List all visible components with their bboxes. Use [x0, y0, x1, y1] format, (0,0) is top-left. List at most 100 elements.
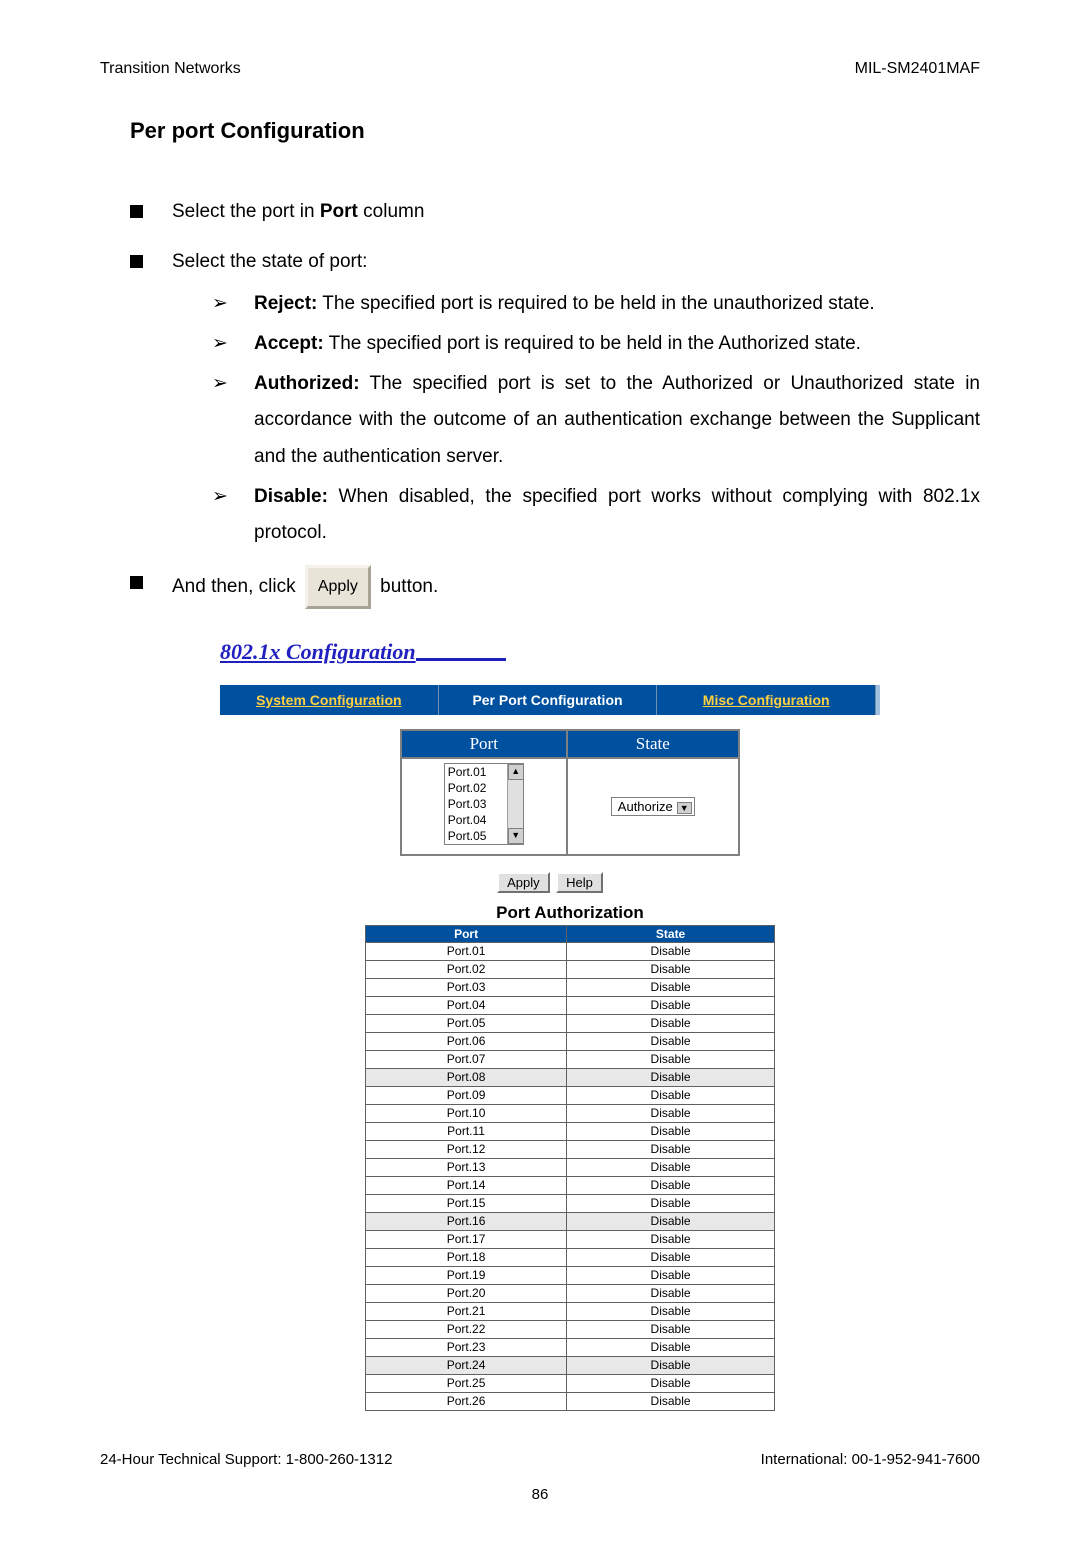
config-heading: 802.1x Configuration [220, 639, 416, 667]
port-cell: Port.14 [366, 1177, 567, 1195]
sub-accept: Accept: The specified port is required t… [212, 326, 980, 362]
text: The specified port is required to be hel… [317, 293, 874, 314]
footer-left: 24-Hour Technical Support: 1-800-260-131… [100, 1451, 392, 1468]
table-row: Port.15Disable [366, 1195, 775, 1213]
header-right: MIL-SM2401MAF [855, 60, 980, 78]
port-cell: Port.06 [366, 1033, 567, 1051]
state-cell: Disable [567, 1339, 775, 1357]
apply-button[interactable]: Apply [497, 872, 550, 893]
port-cell: Port.13 [366, 1159, 567, 1177]
bullet-select-port: Select the port in Port column [130, 194, 980, 230]
table-row: Port.03Disable [366, 979, 775, 997]
port-cell: Port.03 [366, 979, 567, 997]
text: And then, click [172, 576, 301, 597]
state-cell: Disable [567, 1393, 775, 1411]
table-row: Port.17Disable [366, 1231, 775, 1249]
port-cell: Port.08 [366, 1069, 567, 1087]
help-button[interactable]: Help [556, 872, 603, 893]
state-cell: Disable [567, 1213, 775, 1231]
port-state-table: Port State Port.01Port.02Port.03Port.04P… [400, 729, 740, 856]
port-cell: Port.22 [366, 1321, 567, 1339]
state-cell: Disable [567, 1051, 775, 1069]
tab-bar: System Configuration Per Port Configurat… [220, 685, 880, 715]
section-title: Per port Configuration [130, 118, 980, 144]
label: Authorized: [254, 373, 360, 394]
table-row: Port.12Disable [366, 1141, 775, 1159]
state-cell: Disable [567, 961, 775, 979]
state-header: State [567, 730, 739, 758]
chevron-down-icon[interactable]: ▼ [677, 802, 692, 814]
sub-authorized: Authorized: The specified port is set to… [212, 366, 980, 474]
state-cell: Disable [567, 1321, 775, 1339]
state-cell: Disable [567, 1033, 775, 1051]
table-row: Port.09Disable [366, 1087, 775, 1105]
page-number: 86 [100, 1486, 980, 1503]
table-row: Port.02Disable [366, 961, 775, 979]
port-cell: Port.23 [366, 1339, 567, 1357]
state-cell: Disable [567, 1231, 775, 1249]
tab-system-config[interactable]: System Configuration [220, 685, 439, 715]
port-authorization-title: Port Authorization [365, 903, 775, 923]
state-cell: Disable [567, 1375, 775, 1393]
state-cell: Disable [567, 1285, 775, 1303]
table-row: Port.04Disable [366, 997, 775, 1015]
label: Accept: [254, 333, 324, 354]
table-row: Port.11Disable [366, 1123, 775, 1141]
table-row: Port.08Disable [366, 1069, 775, 1087]
port-cell: Port.11 [366, 1123, 567, 1141]
state-cell: Disable [567, 1177, 775, 1195]
tab-misc-config[interactable]: Misc Configuration [657, 685, 876, 715]
state-cell: Disable [567, 1141, 775, 1159]
auth-state-header: State [567, 926, 775, 943]
state-select[interactable]: Authorize▼ [611, 797, 695, 816]
port-cell: Port.15 [366, 1195, 567, 1213]
state-cell: Disable [567, 1105, 775, 1123]
state-cell: Disable [567, 1267, 775, 1285]
text: The specified port is set to the Authori… [254, 373, 980, 466]
state-cell: Disable [567, 979, 775, 997]
text: When disabled, the specified port works … [254, 486, 980, 543]
tab-per-port-config[interactable]: Per Port Configuration [439, 685, 658, 715]
scrollbar[interactable]: ▲ ▼ [507, 764, 523, 844]
table-row: Port.10Disable [366, 1105, 775, 1123]
text-bold: Port [320, 201, 358, 222]
table-row: Port.01Disable [366, 943, 775, 961]
port-cell: Port.12 [366, 1141, 567, 1159]
table-row: Port.16Disable [366, 1213, 775, 1231]
sub-reject: Reject: The specified port is required t… [212, 286, 980, 322]
port-cell: Port.19 [366, 1267, 567, 1285]
text: Select the state of port: [172, 251, 367, 272]
scroll-up-icon[interactable]: ▲ [508, 764, 524, 780]
label: Reject: [254, 293, 317, 314]
sub-bullet-list: Reject: The specified port is required t… [212, 286, 980, 551]
state-cell: Disable [567, 1069, 775, 1087]
table-row: Port.06Disable [366, 1033, 775, 1051]
state-cell: Disable [567, 1195, 775, 1213]
state-cell: Disable [567, 1015, 775, 1033]
table-row: Port.23Disable [366, 1339, 775, 1357]
page-footer: 24-Hour Technical Support: 1-800-260-131… [100, 1451, 980, 1468]
label: Disable: [254, 486, 328, 507]
port-cell: Port.24 [366, 1357, 567, 1375]
table-row: Port.24Disable [366, 1357, 775, 1375]
port-header: Port [401, 730, 567, 758]
state-cell: Disable [567, 1303, 775, 1321]
port-cell: Port.09 [366, 1087, 567, 1105]
port-cell: Port.07 [366, 1051, 567, 1069]
table-row: Port.14Disable [366, 1177, 775, 1195]
state-cell: Disable [567, 997, 775, 1015]
table-row: Port.26Disable [366, 1393, 775, 1411]
text: column [358, 201, 425, 222]
table-row: Port.20Disable [366, 1285, 775, 1303]
header-left: Transition Networks [100, 60, 241, 78]
bullet-list: Select the port in Port column Select th… [130, 194, 980, 609]
port-cell: Port.01 [366, 943, 567, 961]
apply-button-inline[interactable]: Apply [305, 565, 371, 609]
state-cell: Disable [567, 1087, 775, 1105]
port-select[interactable]: Port.01Port.02Port.03Port.04Port.05 ▲ ▼ [444, 763, 524, 845]
port-cell: Port.20 [366, 1285, 567, 1303]
port-cell: Port.18 [366, 1249, 567, 1267]
scroll-down-icon[interactable]: ▼ [508, 828, 524, 844]
table-row: Port.18Disable [366, 1249, 775, 1267]
table-row: Port.22Disable [366, 1321, 775, 1339]
